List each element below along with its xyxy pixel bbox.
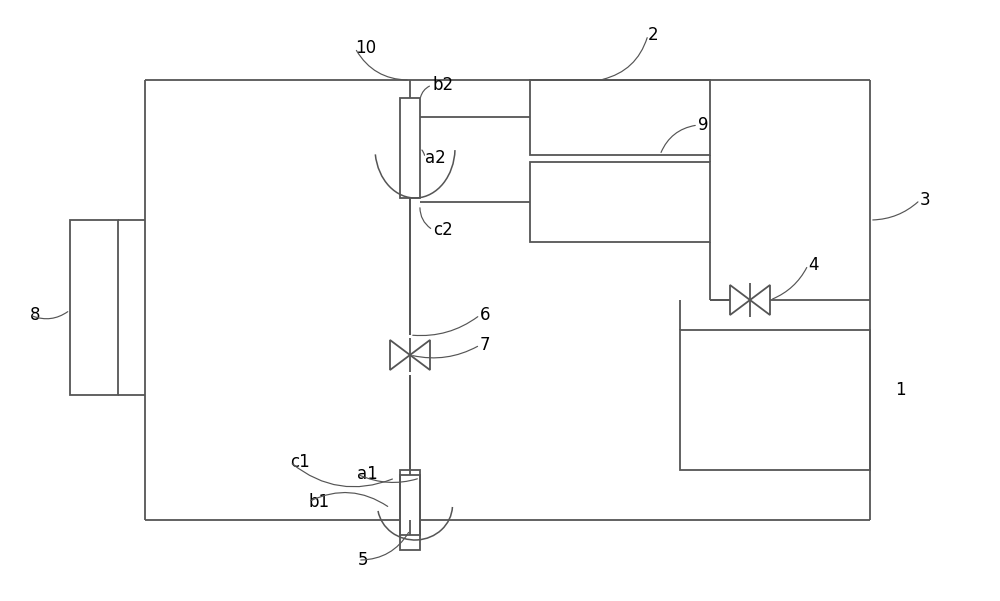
Text: 6: 6 bbox=[480, 306, 490, 324]
Text: c1: c1 bbox=[290, 453, 310, 471]
Text: c2: c2 bbox=[433, 221, 453, 239]
Bar bbox=[400, 470, 420, 550]
Bar bbox=[70, 220, 118, 395]
Text: b1: b1 bbox=[308, 493, 329, 511]
Bar bbox=[680, 330, 870, 470]
Text: 3: 3 bbox=[920, 191, 931, 209]
Text: a2: a2 bbox=[425, 149, 446, 167]
Text: b2: b2 bbox=[432, 76, 453, 94]
Text: 5: 5 bbox=[358, 551, 368, 569]
Bar bbox=[400, 98, 420, 198]
Bar bbox=[400, 475, 420, 535]
Text: 2: 2 bbox=[648, 26, 659, 44]
Bar bbox=[530, 162, 710, 242]
Text: 7: 7 bbox=[480, 336, 490, 354]
Text: 8: 8 bbox=[30, 306, 40, 324]
Text: 10: 10 bbox=[355, 39, 376, 57]
Text: a1: a1 bbox=[357, 465, 378, 483]
Text: 1: 1 bbox=[895, 381, 906, 399]
Text: 4: 4 bbox=[808, 256, 818, 274]
Text: 9: 9 bbox=[698, 116, 708, 134]
Bar bbox=[530, 80, 710, 155]
